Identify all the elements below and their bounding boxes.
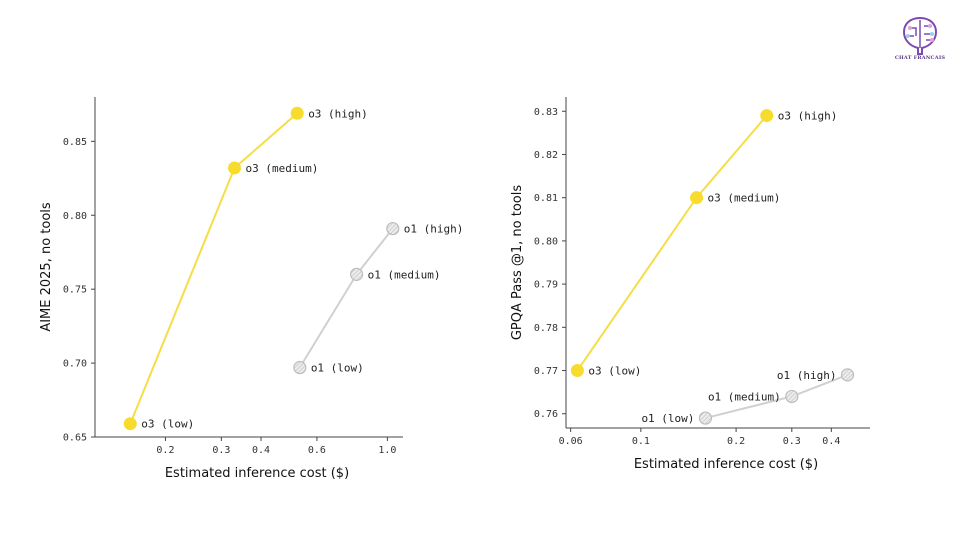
- y-tick-label: 0.82: [534, 150, 558, 161]
- point-label: o1 (medium): [368, 268, 441, 281]
- y-tick-label: 0.80: [63, 211, 87, 222]
- y-tick-label: 0.70: [63, 359, 87, 370]
- x-tick-label: 0.4: [252, 445, 270, 456]
- o1-series-line: [298, 227, 394, 369]
- point-label: o1 (high): [404, 223, 464, 236]
- y-tick-label: 0.65: [63, 433, 87, 444]
- y-axis-title: GPQA Pass @1, no tools: [510, 185, 525, 341]
- y-tick-label: 0.81: [534, 193, 558, 204]
- point-label: o3 (medium): [708, 192, 781, 205]
- x-tick-label: 0.2: [156, 445, 174, 456]
- o3-point: [123, 417, 137, 431]
- o3-point: [760, 109, 774, 123]
- point-label: o1 (medium): [708, 390, 781, 403]
- chat-francais-logo: [896, 14, 944, 64]
- logo-text: CHAT FRANCAIS: [894, 55, 946, 61]
- y-tick-label: 0.77: [534, 366, 558, 377]
- x-axis-title: Estimated inference cost ($): [634, 457, 818, 472]
- x-tick-label: 0.4: [822, 436, 840, 447]
- o1-point: [785, 389, 799, 404]
- aime-chart: 0.65 0.70 0.75 0.80 0.85 0.2 0.3 0.4 0.6 1.0 Estim…: [39, 97, 463, 481]
- x-tick-label: 0.1: [632, 436, 650, 447]
- x-tick-label: 0.3: [212, 445, 230, 456]
- o1-point: [840, 368, 855, 382]
- point-label: o3 (high): [308, 107, 368, 120]
- x-tick-label: 0.06: [559, 436, 583, 447]
- point-label: o3 (low): [141, 418, 194, 431]
- o3-series-line: [129, 112, 298, 425]
- y-tick-label: 0.85: [63, 137, 87, 148]
- x-tick-label: 0.3: [783, 436, 801, 447]
- point-label: o1 (low): [311, 362, 364, 375]
- y-tick-label: 0.75: [63, 285, 87, 296]
- gpqa-chart: 0.76 0.77 0.78 0.79 0.80 0.81 0.82 0.83 0.06 0.1 0…: [510, 97, 870, 472]
- o3-point: [690, 191, 704, 205]
- y-tick-label: 0.83: [534, 107, 558, 118]
- y-axis-title: AIME 2025, no tools: [39, 202, 54, 332]
- y-tick-label: 0.80: [534, 236, 558, 247]
- point-label: o1 (low): [641, 412, 694, 425]
- y-tick-label: 0.79: [534, 280, 558, 291]
- point-label: o3 (medium): [245, 162, 318, 175]
- o3-point: [290, 106, 304, 120]
- point-label: o1 (high): [777, 369, 837, 382]
- o3-point: [570, 364, 584, 378]
- o1-point: [350, 267, 364, 281]
- o3-series-line: [576, 114, 768, 372]
- point-label: o3 (low): [588, 365, 641, 378]
- o1-point: [293, 360, 307, 375]
- point-label: o3 (high): [778, 110, 838, 123]
- y-tick-label: 0.76: [534, 409, 558, 420]
- y-tick-label: 0.78: [534, 323, 558, 334]
- x-tick-label: 0.6: [308, 445, 326, 456]
- x-tick-label: 0.2: [727, 436, 745, 447]
- x-tick-label: 1.0: [378, 445, 396, 456]
- o1-point: [698, 411, 713, 425]
- x-axis-title: Estimated inference cost ($): [165, 466, 349, 481]
- o3-point: [227, 161, 241, 175]
- o1-point: [386, 221, 400, 236]
- brain-circuit-icon: [902, 16, 938, 55]
